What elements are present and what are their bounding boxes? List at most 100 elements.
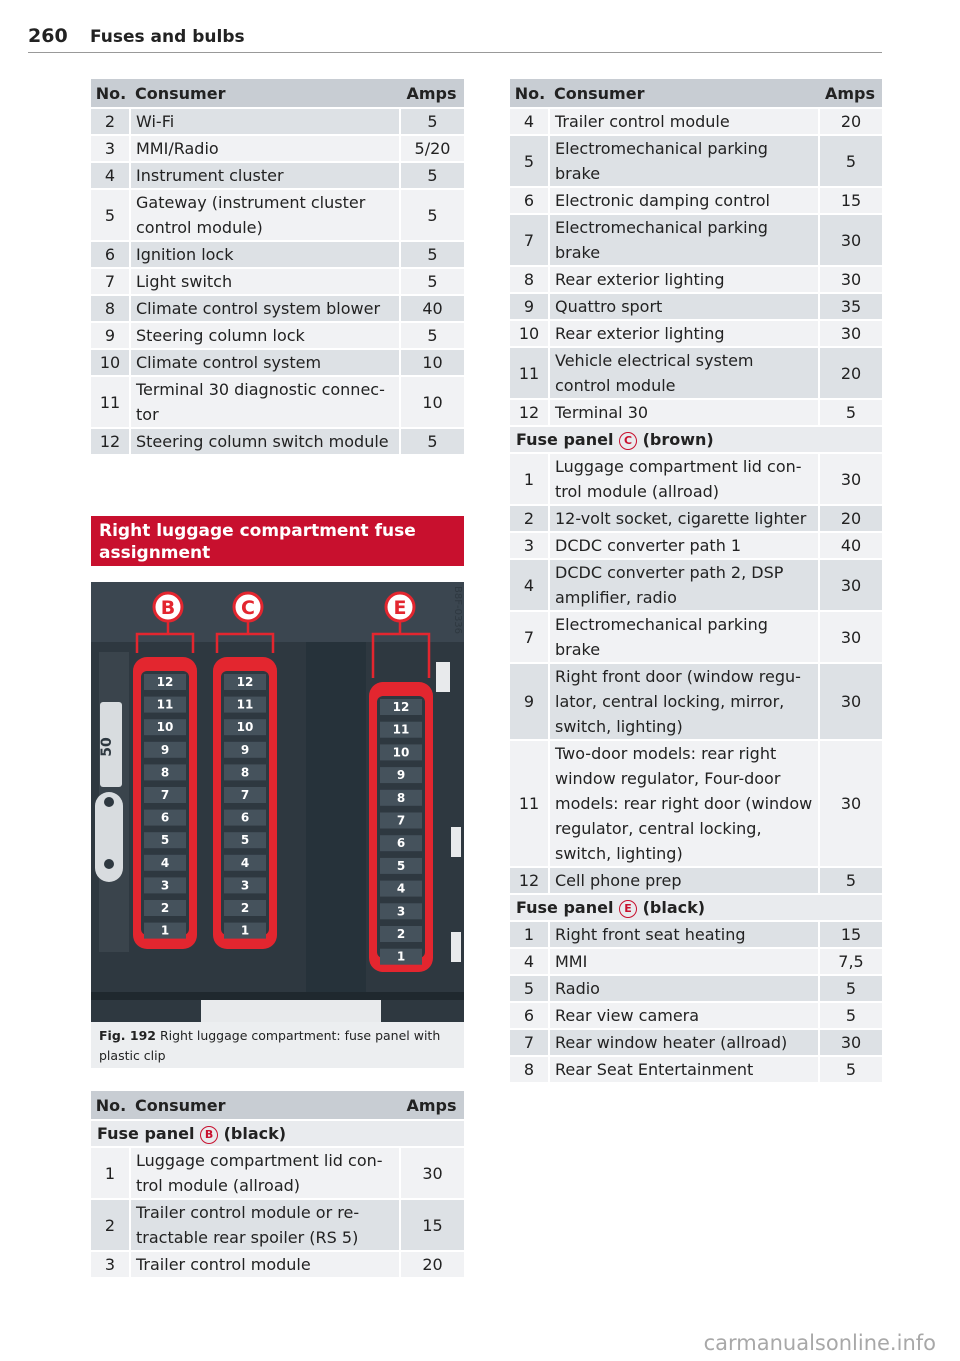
fuse-number: 8 [91,296,131,323]
table-row: 8 Rear Seat Entertainment 5 [510,1057,882,1084]
consumer-name: Rear view camera [550,1003,818,1030]
amperage: 5 [399,190,464,242]
fuse-slot [144,854,186,871]
fuse-slot-number: 3 [397,904,405,918]
table-row: 6 Electronic damping control 15 [510,188,882,215]
consumer-name: Luggage compartment lid con-trol module … [131,1148,399,1200]
fuse-number: 1 [91,1148,131,1200]
fuse-number: 7 [510,215,550,267]
table-row: 4 DCDC converter path 2, DSP amplifier, r… [510,560,882,612]
consumer-name: Terminal 30 [550,400,818,427]
amperage: 30 [818,321,882,348]
fuse-slot-number: 11 [157,698,174,712]
table-header-row: No. Consumer Amps [510,79,882,109]
fuse-slot [380,857,422,874]
fuse-slot [144,832,186,849]
amperage: 5 [399,429,464,456]
amperage: 5 [818,868,882,895]
consumer-name: Ignition lock [131,242,399,269]
fuse-number: 1 [510,454,550,506]
fuse-number: 12 [510,868,550,895]
panel-marker [232,591,264,623]
fuse-number: 7 [91,269,131,296]
fuse-number: 1 [510,922,550,949]
fuse-slot [224,719,266,736]
table-row: 12 Steering column switch module 5 [91,429,464,456]
fuse-slot [380,926,422,942]
fuse-slot [224,809,266,826]
amperage: 20 [818,348,882,400]
figure-caption: Fig. 192 Right luggage compartment: fuse… [91,1022,464,1068]
panel-letter-b: B [200,1126,219,1144]
amperage: 30 [818,664,882,741]
amperage: 5 [818,1057,882,1084]
fuse-number: 5 [510,976,550,1003]
fuse-number: 8 [510,267,550,294]
table-row: 9 Right front door (window regu-lator, ce… [510,664,882,741]
fuse-number: 3 [91,1252,131,1279]
table-header-row: No. Consumer Amps [91,1091,464,1121]
amperage: 5 [399,109,464,136]
table-row: 8 Climate control system blower 40 [91,296,464,323]
section-title: Fuses and bulbs [90,27,245,47]
fuse-number: 2 [510,506,550,533]
amperage: 20 [818,506,882,533]
amperage: 5 [818,976,882,1003]
column-header-no: No. [510,79,550,109]
consumer-name: Electromechanical parking brake [550,136,818,188]
amperage: 30 [818,612,882,664]
panel-suffix: (black) [642,898,706,917]
fuse-slot [380,948,422,965]
fuse-table-top-left: No. Consumer Amps 2 Wi-Fi 5 3 MMI/Radio 5/20 4… [91,79,464,456]
fuse-slot [380,767,422,784]
consumer-name: DCDC converter path 2, DSP amplifier, ra… [550,560,818,612]
column-header-no: No. [91,79,131,109]
panel-marker-letter: C [241,597,255,619]
amperage: 7,5 [818,949,882,976]
consumer-name: MMI [550,949,818,976]
fuse-number: 10 [510,321,550,348]
consumer-name: Wi-Fi [131,109,399,136]
table-row: 9 Steering column lock 5 [91,323,464,350]
table-row: 3 MMI/Radio 5/20 [91,136,464,163]
amperage: 15 [818,188,882,215]
fuse-number: 9 [91,323,131,350]
amperage: 5 [399,269,464,296]
fuse-table-right: No. Consumer Amps 4 Trailer control modul… [510,79,882,1084]
fuse-slot-number: 5 [241,833,249,847]
amperage: 20 [399,1252,464,1279]
fuse-number: 4 [510,560,550,612]
fuse-slot-number: 2 [241,901,249,915]
fuse-slot [144,787,186,803]
fuse-slot-number: 9 [241,743,249,757]
fuse-slot [144,674,186,690]
amperage: 5 [399,242,464,269]
consumer-name: Electronic damping control [550,188,818,215]
consumer-name: Trailer control module [550,109,818,136]
amperage: 5 [818,400,882,427]
panel-marker [152,591,184,623]
consumer-name: Terminal 30 diagnostic connec-tor [131,377,399,429]
fuse-panel-e-heading: Fuse panel E (black) [510,895,882,922]
table-row: 4 MMI 7,5 [510,949,882,976]
table-row: 9 Quattro sport 35 [510,294,882,321]
fuse-number: 10 [91,350,131,377]
consumer-name: Trailer control module [131,1252,399,1279]
fuse-slot [380,789,422,806]
side-label-50: 50 [99,737,115,757]
fuse-slot-number: 6 [161,811,169,825]
fuse-slot-number: 7 [161,788,169,802]
table-header-row: No. Consumer Amps [91,79,464,109]
amperage: 5 [818,1003,882,1030]
consumer-name: Right front door (window regu-lator, cen… [550,664,818,741]
fuse-slot [224,854,266,871]
table-row: 1 Luggage compartment lid con-trol module… [510,454,882,506]
amperage: 10 [399,377,464,429]
table-row: 6 Ignition lock 5 [91,242,464,269]
fuse-slot [224,922,266,939]
fuse-slot-number: 10 [237,720,254,734]
fuse-number: 11 [510,348,550,400]
fuse-number: 9 [510,664,550,741]
caption-label: Fig. 192 [99,1028,156,1043]
fuse-slot-number: 12 [393,700,410,714]
